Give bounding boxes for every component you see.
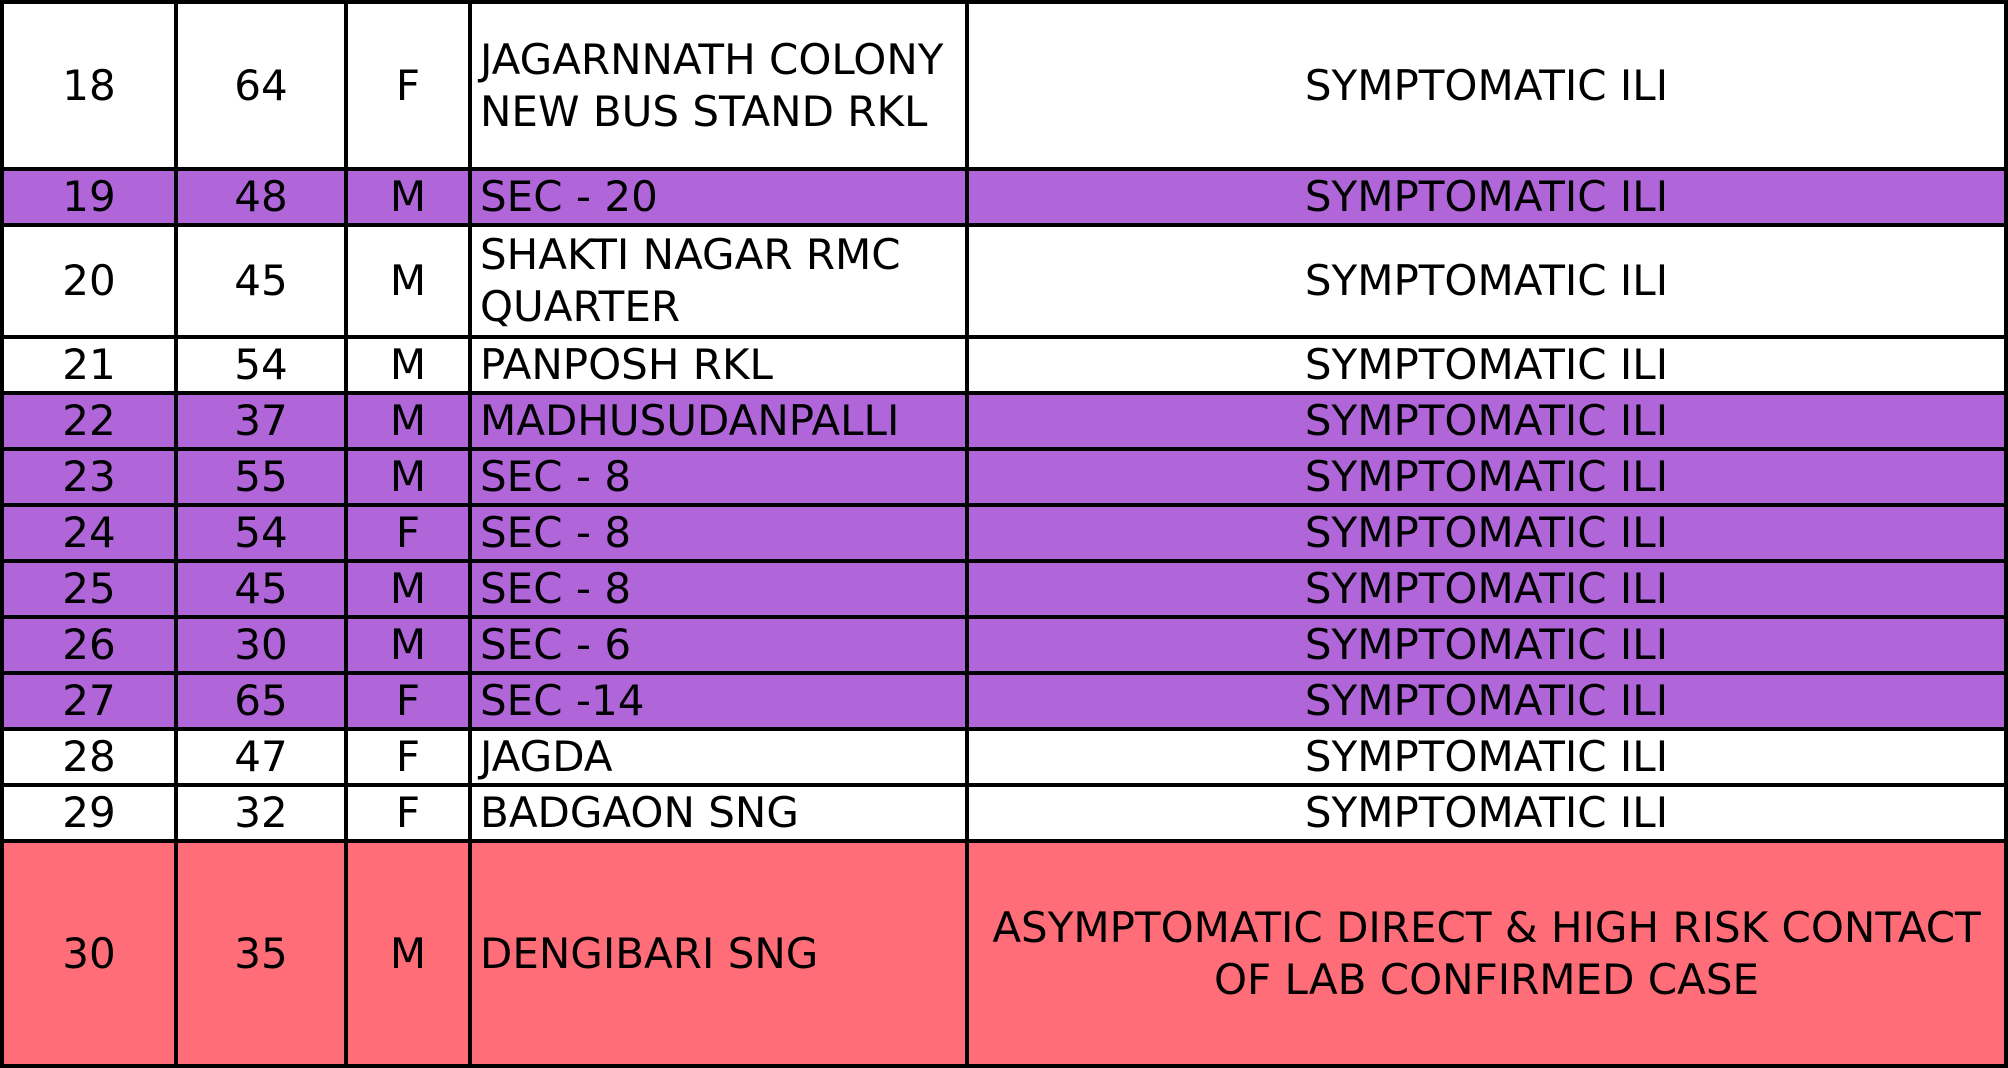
age-cell: 45 xyxy=(174,559,348,619)
address-cell: JAGARNNATH COLONY NEW BUS STAND RKL xyxy=(468,0,969,171)
serial-cell: 22 xyxy=(0,391,178,451)
address-cell: SEC - 20 xyxy=(468,167,969,227)
address-cell: SEC - 6 xyxy=(468,615,969,675)
table-row: 26 30 M SEC - 6 SYMPTOMATIC ILI xyxy=(0,615,2008,675)
table-row: 28 47 F JAGDA SYMPTOMATIC ILI xyxy=(0,727,2008,787)
sex-cell: M xyxy=(344,447,472,507)
status-cell: SYMPTOMATIC ILI xyxy=(965,503,2008,563)
serial-cell: 23 xyxy=(0,447,178,507)
address-cell: SEC - 8 xyxy=(468,559,969,619)
age-cell: 32 xyxy=(174,783,348,843)
serial-cell: 25 xyxy=(0,559,178,619)
table-row: 19 48 M SEC - 20 SYMPTOMATIC ILI xyxy=(0,167,2008,227)
address-cell: DENGIBARI SNG xyxy=(468,839,969,1068)
age-cell: 45 xyxy=(174,223,348,339)
sex-cell: F xyxy=(344,671,472,731)
table-row: 27 65 F SEC -14 SYMPTOMATIC ILI xyxy=(0,671,2008,731)
table-row: 25 45 M SEC - 8 SYMPTOMATIC ILI xyxy=(0,559,2008,619)
age-cell: 54 xyxy=(174,503,348,563)
age-cell: 64 xyxy=(174,0,348,171)
address-cell: BADGAON SNG xyxy=(468,783,969,843)
sex-cell: F xyxy=(344,727,472,787)
address-cell: MADHUSUDANPALLI xyxy=(468,391,969,451)
status-cell: SYMPTOMATIC ILI xyxy=(965,335,2008,395)
table-row: 18 64 F JAGARNNATH COLONY NEW BUS STAND … xyxy=(0,0,2008,171)
sex-cell: M xyxy=(344,559,472,619)
age-cell: 37 xyxy=(174,391,348,451)
sex-cell: M xyxy=(344,391,472,451)
serial-cell: 21 xyxy=(0,335,178,395)
age-cell: 65 xyxy=(174,671,348,731)
age-cell: 55 xyxy=(174,447,348,507)
table-row: 24 54 F SEC - 8 SYMPTOMATIC ILI xyxy=(0,503,2008,563)
status-cell: SYMPTOMATIC ILI xyxy=(965,615,2008,675)
sex-cell: M xyxy=(344,839,472,1068)
serial-cell: 28 xyxy=(0,727,178,787)
status-cell: SYMPTOMATIC ILI xyxy=(965,0,2008,171)
age-cell: 30 xyxy=(174,615,348,675)
address-cell: JAGDA xyxy=(468,727,969,787)
sex-cell: M xyxy=(344,615,472,675)
sex-cell: F xyxy=(344,783,472,843)
serial-cell: 18 xyxy=(0,0,178,171)
serial-cell: 19 xyxy=(0,167,178,227)
table-row: 30 35 M DENGIBARI SNG ASYMPTOMATIC DIREC… xyxy=(0,839,2008,1068)
sex-cell: M xyxy=(344,335,472,395)
status-cell: SYMPTOMATIC ILI xyxy=(965,671,2008,731)
serial-cell: 26 xyxy=(0,615,178,675)
serial-cell: 30 xyxy=(0,839,178,1068)
status-cell: SYMPTOMATIC ILI xyxy=(965,447,2008,507)
status-cell: SYMPTOMATIC ILI xyxy=(965,223,2008,339)
sex-cell: M xyxy=(344,223,472,339)
age-cell: 54 xyxy=(174,335,348,395)
table-row: 21 54 M PANPOSH RKL SYMPTOMATIC ILI xyxy=(0,335,2008,395)
table-row: 20 45 M SHAKTI NAGAR RMC QUARTER SYMPTOM… xyxy=(0,223,2008,339)
status-cell: SYMPTOMATIC ILI xyxy=(965,167,2008,227)
table-row: 23 55 M SEC - 8 SYMPTOMATIC ILI xyxy=(0,447,2008,507)
age-cell: 35 xyxy=(174,839,348,1068)
serial-cell: 20 xyxy=(0,223,178,339)
address-cell: SHAKTI NAGAR RMC QUARTER xyxy=(468,223,969,339)
sex-cell: M xyxy=(344,167,472,227)
sex-cell: F xyxy=(344,503,472,563)
address-cell: SEC - 8 xyxy=(468,503,969,563)
status-cell: SYMPTOMATIC ILI xyxy=(965,727,2008,787)
serial-cell: 24 xyxy=(0,503,178,563)
address-cell: SEC -14 xyxy=(468,671,969,731)
address-cell: PANPOSH RKL xyxy=(468,335,969,395)
sex-cell: F xyxy=(344,0,472,171)
status-cell: SYMPTOMATIC ILI xyxy=(965,391,2008,451)
serial-cell: 29 xyxy=(0,783,178,843)
table-row: 29 32 F BADGAON SNG SYMPTOMATIC ILI xyxy=(0,783,2008,843)
status-cell: SYMPTOMATIC ILI xyxy=(965,783,2008,843)
age-cell: 47 xyxy=(174,727,348,787)
address-cell: SEC - 8 xyxy=(468,447,969,507)
serial-cell: 27 xyxy=(0,671,178,731)
table-row: 22 37 M MADHUSUDANPALLI SYMPTOMATIC ILI xyxy=(0,391,2008,451)
status-cell: SYMPTOMATIC ILI xyxy=(965,559,2008,619)
age-cell: 48 xyxy=(174,167,348,227)
status-cell: ASYMPTOMATIC DIRECT & HIGH RISK CONTACT … xyxy=(965,839,2008,1068)
